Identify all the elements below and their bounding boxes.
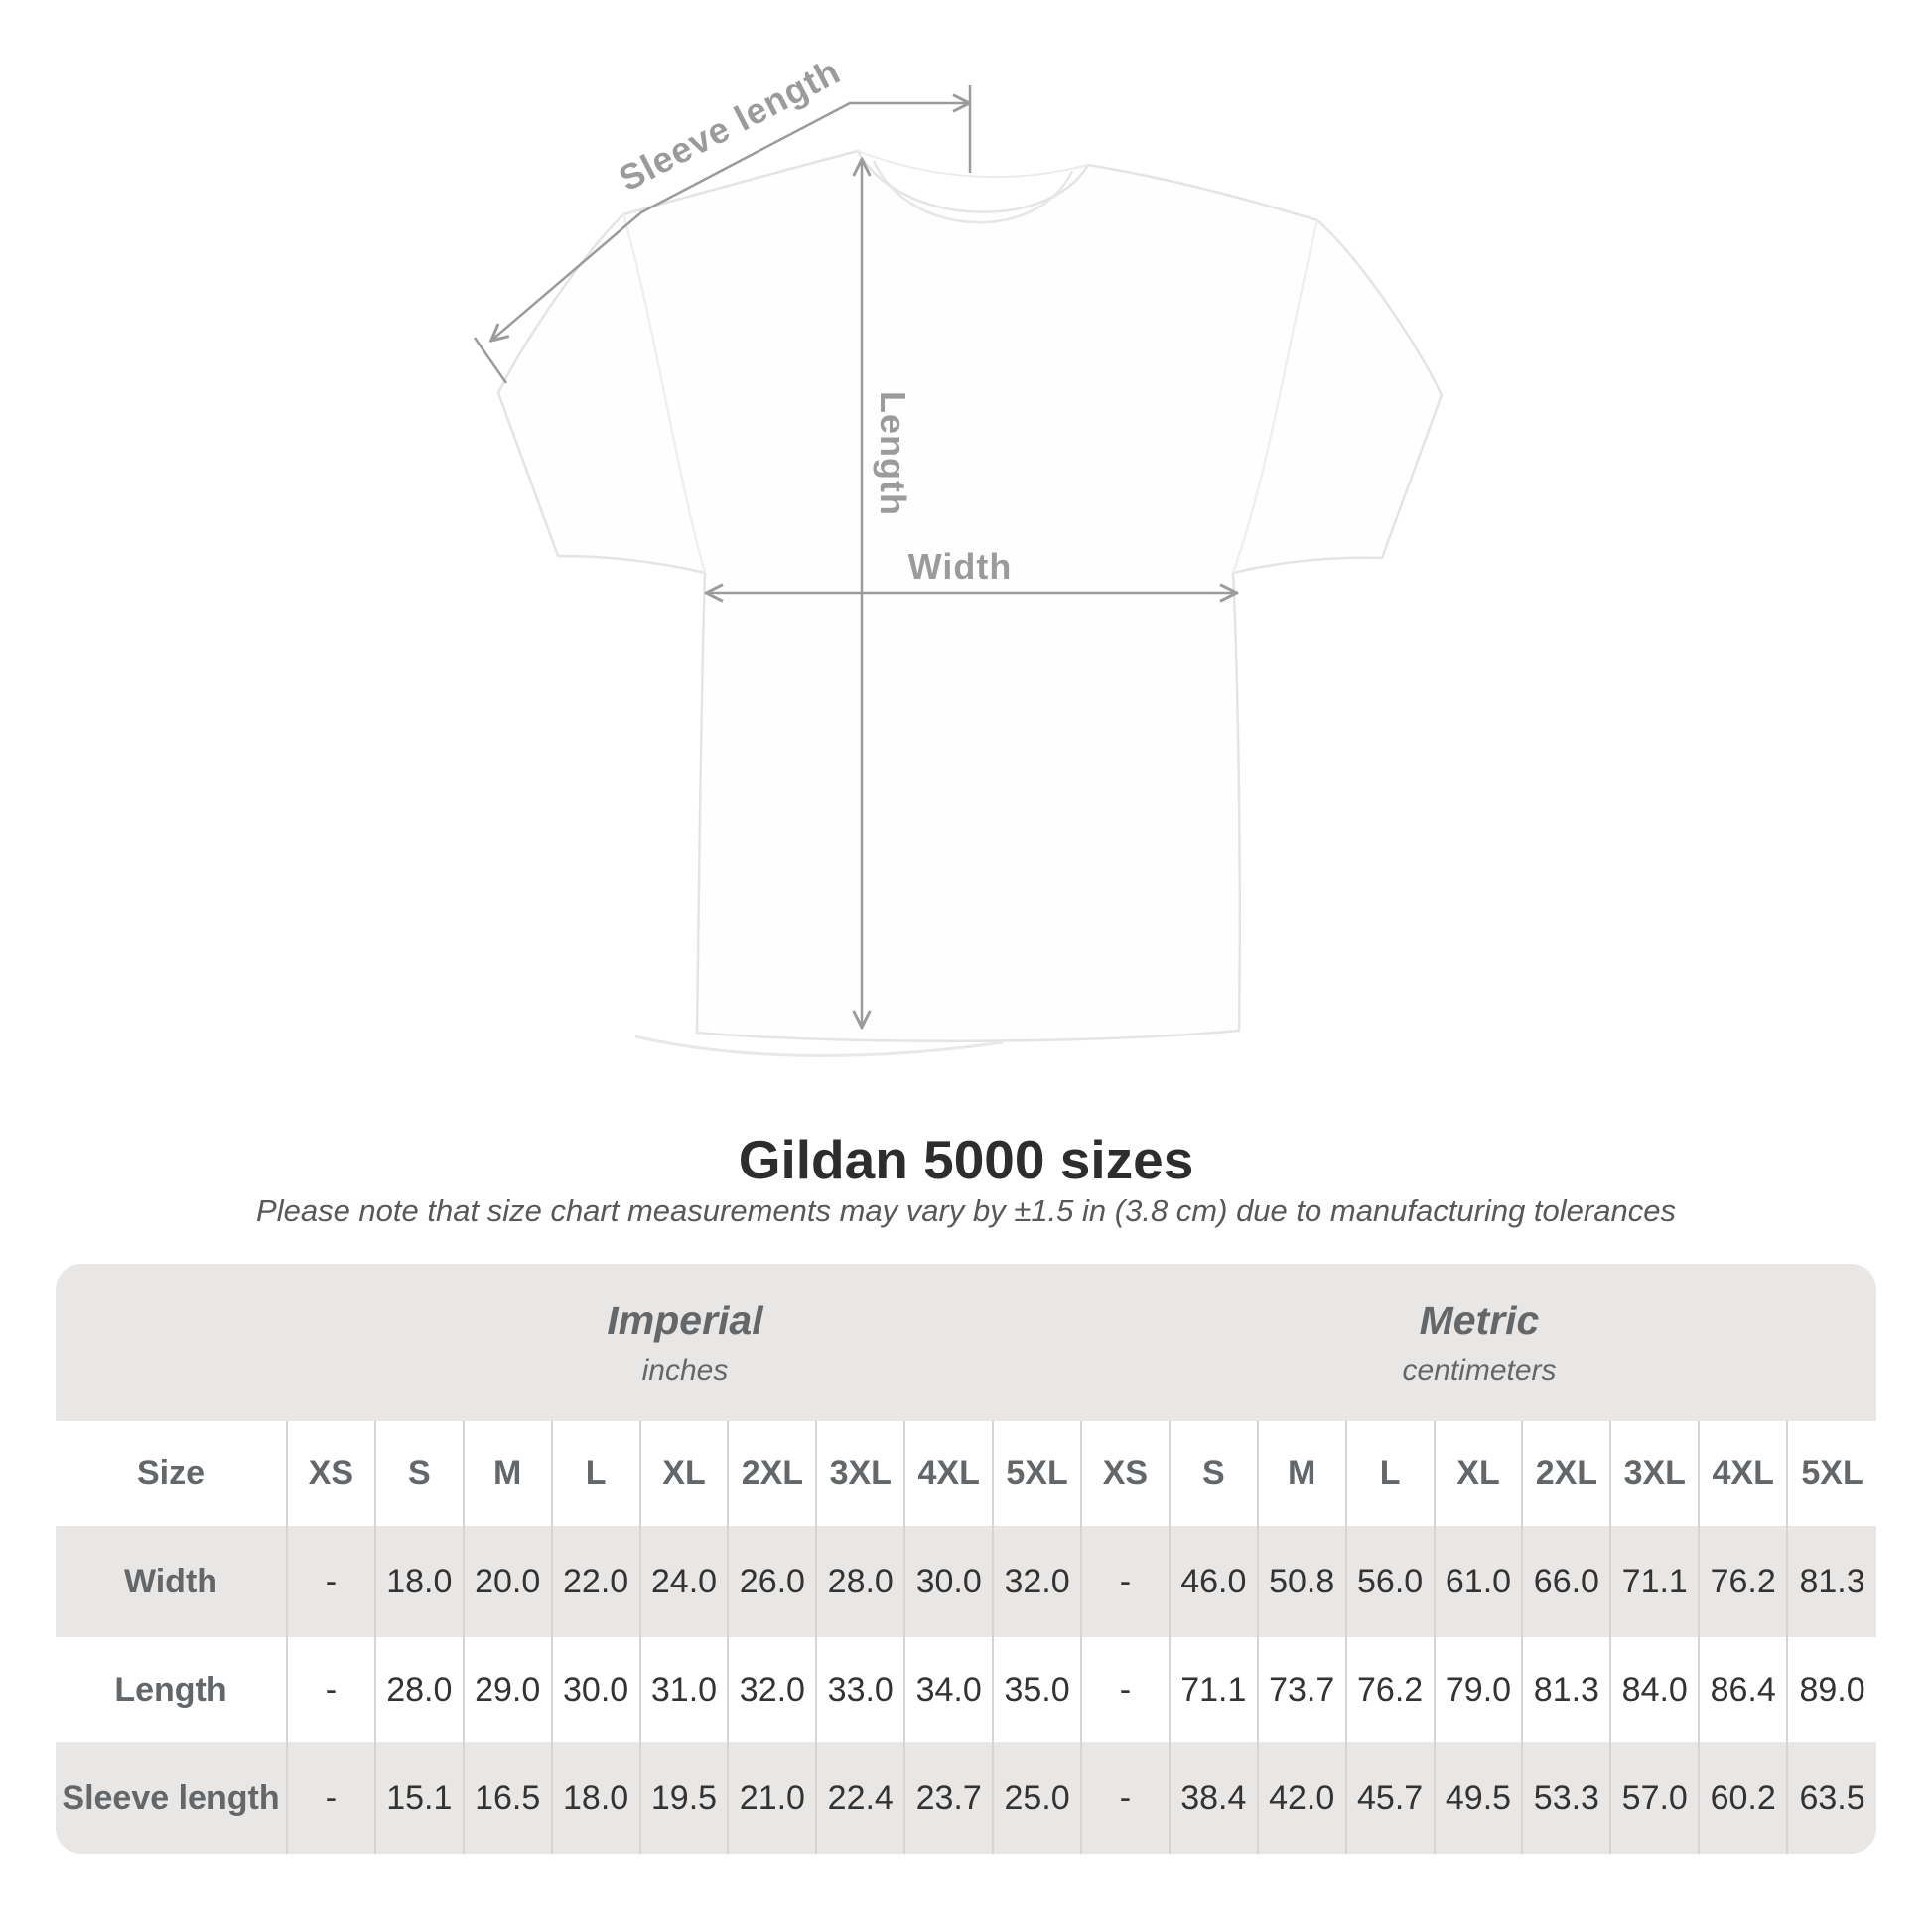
group-header-imperial: Imperial inches [288, 1264, 1082, 1421]
size-header-cell: 4XL [905, 1421, 995, 1526]
value-cell: 73.7 [1259, 1637, 1347, 1742]
size-header-cell: XL [1436, 1421, 1524, 1526]
size-table: Imperial inches Metric centimeters Size … [56, 1264, 1876, 1854]
value-cell: 28.0 [376, 1637, 465, 1742]
value-cell: 35.0 [994, 1637, 1082, 1742]
metric-group-name: Metric [1419, 1298, 1540, 1343]
value-cell: 28.0 [817, 1526, 906, 1637]
sleeve-length-row-label: Sleeve length [56, 1742, 288, 1854]
value-cell: 76.2 [1347, 1637, 1436, 1742]
value-cell: 45.7 [1346, 1742, 1436, 1854]
value-cell: 34.0 [905, 1637, 995, 1742]
size-header-cell: S [376, 1421, 465, 1526]
value-cell: 76.2 [1700, 1526, 1789, 1637]
value-cell: 24.0 [640, 1526, 730, 1637]
page-subtitle: Please note that size chart measurements… [256, 1193, 1676, 1228]
value-cell: 86.4 [1700, 1637, 1789, 1742]
value-cell: 29.0 [465, 1637, 553, 1742]
value-cell: 79.0 [1436, 1637, 1524, 1742]
size-header-cell: L [553, 1421, 641, 1526]
sleeve-end-tick [473, 337, 508, 384]
value-cell: 84.0 [1611, 1637, 1701, 1742]
value-cell: 49.5 [1435, 1742, 1524, 1854]
size-header-cell: XL [641, 1421, 730, 1526]
value-cell: 56.0 [1346, 1526, 1436, 1637]
value-cell: 81.3 [1523, 1637, 1612, 1742]
width-label: Width [907, 546, 1013, 587]
value-cell: 66.0 [1523, 1526, 1612, 1637]
size-header-cell: 3XL [1611, 1421, 1701, 1526]
value-cell: - [1081, 1742, 1171, 1854]
value-cell: 61.0 [1435, 1526, 1524, 1637]
imperial-group-unit: inches [641, 1354, 729, 1387]
size-header-cell: 2XL [1523, 1421, 1612, 1526]
value-cell: 31.0 [641, 1637, 730, 1742]
group-header-metric: Metric centimeters [1081, 1264, 1876, 1421]
page-title: Gildan 5000 sizes [738, 1129, 1194, 1190]
value-cell: 81.3 [1788, 1526, 1876, 1637]
value-cell: 21.0 [729, 1742, 818, 1854]
value-cell: 38.4 [1170, 1742, 1259, 1854]
size-header-cell: L [1347, 1421, 1436, 1526]
width-row-label: Width [56, 1526, 288, 1637]
value-cell: - [288, 1526, 376, 1637]
size-header-cell: M [1259, 1421, 1347, 1526]
value-cell: 23.7 [905, 1742, 995, 1854]
size-header-cell: S [1171, 1421, 1259, 1526]
value-cell: 18.0 [552, 1742, 641, 1854]
value-cell: 22.4 [817, 1742, 906, 1854]
group-header-spacer [56, 1264, 288, 1421]
size-header-cell: 3XL [817, 1421, 906, 1526]
value-cell: 32.0 [994, 1526, 1082, 1637]
size-header-cell: XS [288, 1421, 376, 1526]
value-cell: 30.0 [905, 1526, 995, 1637]
value-cell: 22.0 [552, 1526, 641, 1637]
value-cell: 71.1 [1611, 1526, 1701, 1637]
value-cell: - [288, 1742, 376, 1854]
size-header-cell: M [465, 1421, 553, 1526]
value-cell: 19.5 [640, 1742, 730, 1854]
size-header-cell: 5XL [994, 1421, 1082, 1526]
value-cell: 71.1 [1171, 1637, 1259, 1742]
value-cell: 25.0 [994, 1742, 1082, 1854]
size-header-cell: 5XL [1801, 1453, 1863, 1492]
size-header-cell: XS [1082, 1421, 1171, 1526]
value-cell: 18.0 [375, 1526, 465, 1637]
value-cell: 42.0 [1258, 1742, 1347, 1854]
value-cell: - [1082, 1637, 1171, 1742]
length-row-label: Length [56, 1637, 288, 1742]
value-cell: 32.0 [729, 1637, 818, 1742]
size-header-cell: 4XL [1700, 1421, 1789, 1526]
sleeve-length-arrow [492, 103, 968, 340]
value-cell: - [288, 1637, 376, 1742]
value-cell: - [1081, 1526, 1171, 1637]
size-column-header: Size [56, 1421, 288, 1526]
imperial-group-name: Imperial [607, 1298, 763, 1343]
value-cell: 50.8 [1258, 1526, 1347, 1637]
value-cell: 57.0 [1611, 1742, 1701, 1854]
value-cell: 89.0 [1799, 1670, 1865, 1709]
value-cell: 33.0 [817, 1637, 906, 1742]
value-cell: 30.0 [553, 1637, 641, 1742]
value-cell: 16.5 [464, 1742, 553, 1854]
value-cell: 15.1 [375, 1742, 465, 1854]
length-label: Length [873, 391, 913, 516]
value-cell: 26.0 [729, 1526, 818, 1637]
tshirt-outline [496, 149, 1444, 1057]
size-header-cell: 2XL [729, 1421, 818, 1526]
value-cell: 46.0 [1170, 1526, 1259, 1637]
value-cell: 53.3 [1523, 1742, 1612, 1854]
metric-group-unit: centimeters [1402, 1354, 1557, 1387]
value-cell: 60.2 [1700, 1742, 1789, 1854]
tshirt-diagram [473, 85, 1444, 1057]
value-cell: 63.5 [1788, 1742, 1876, 1854]
value-cell: 20.0 [464, 1526, 553, 1637]
